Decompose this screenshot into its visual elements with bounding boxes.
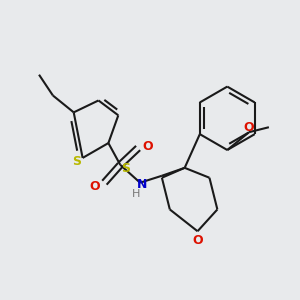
Text: S: S	[72, 155, 81, 168]
Text: H: H	[132, 189, 140, 199]
Text: O: O	[143, 140, 153, 152]
Text: N: N	[137, 178, 147, 191]
Text: O: O	[89, 180, 100, 193]
Text: S: S	[121, 162, 130, 175]
Text: O: O	[244, 121, 254, 134]
Text: O: O	[192, 234, 203, 247]
